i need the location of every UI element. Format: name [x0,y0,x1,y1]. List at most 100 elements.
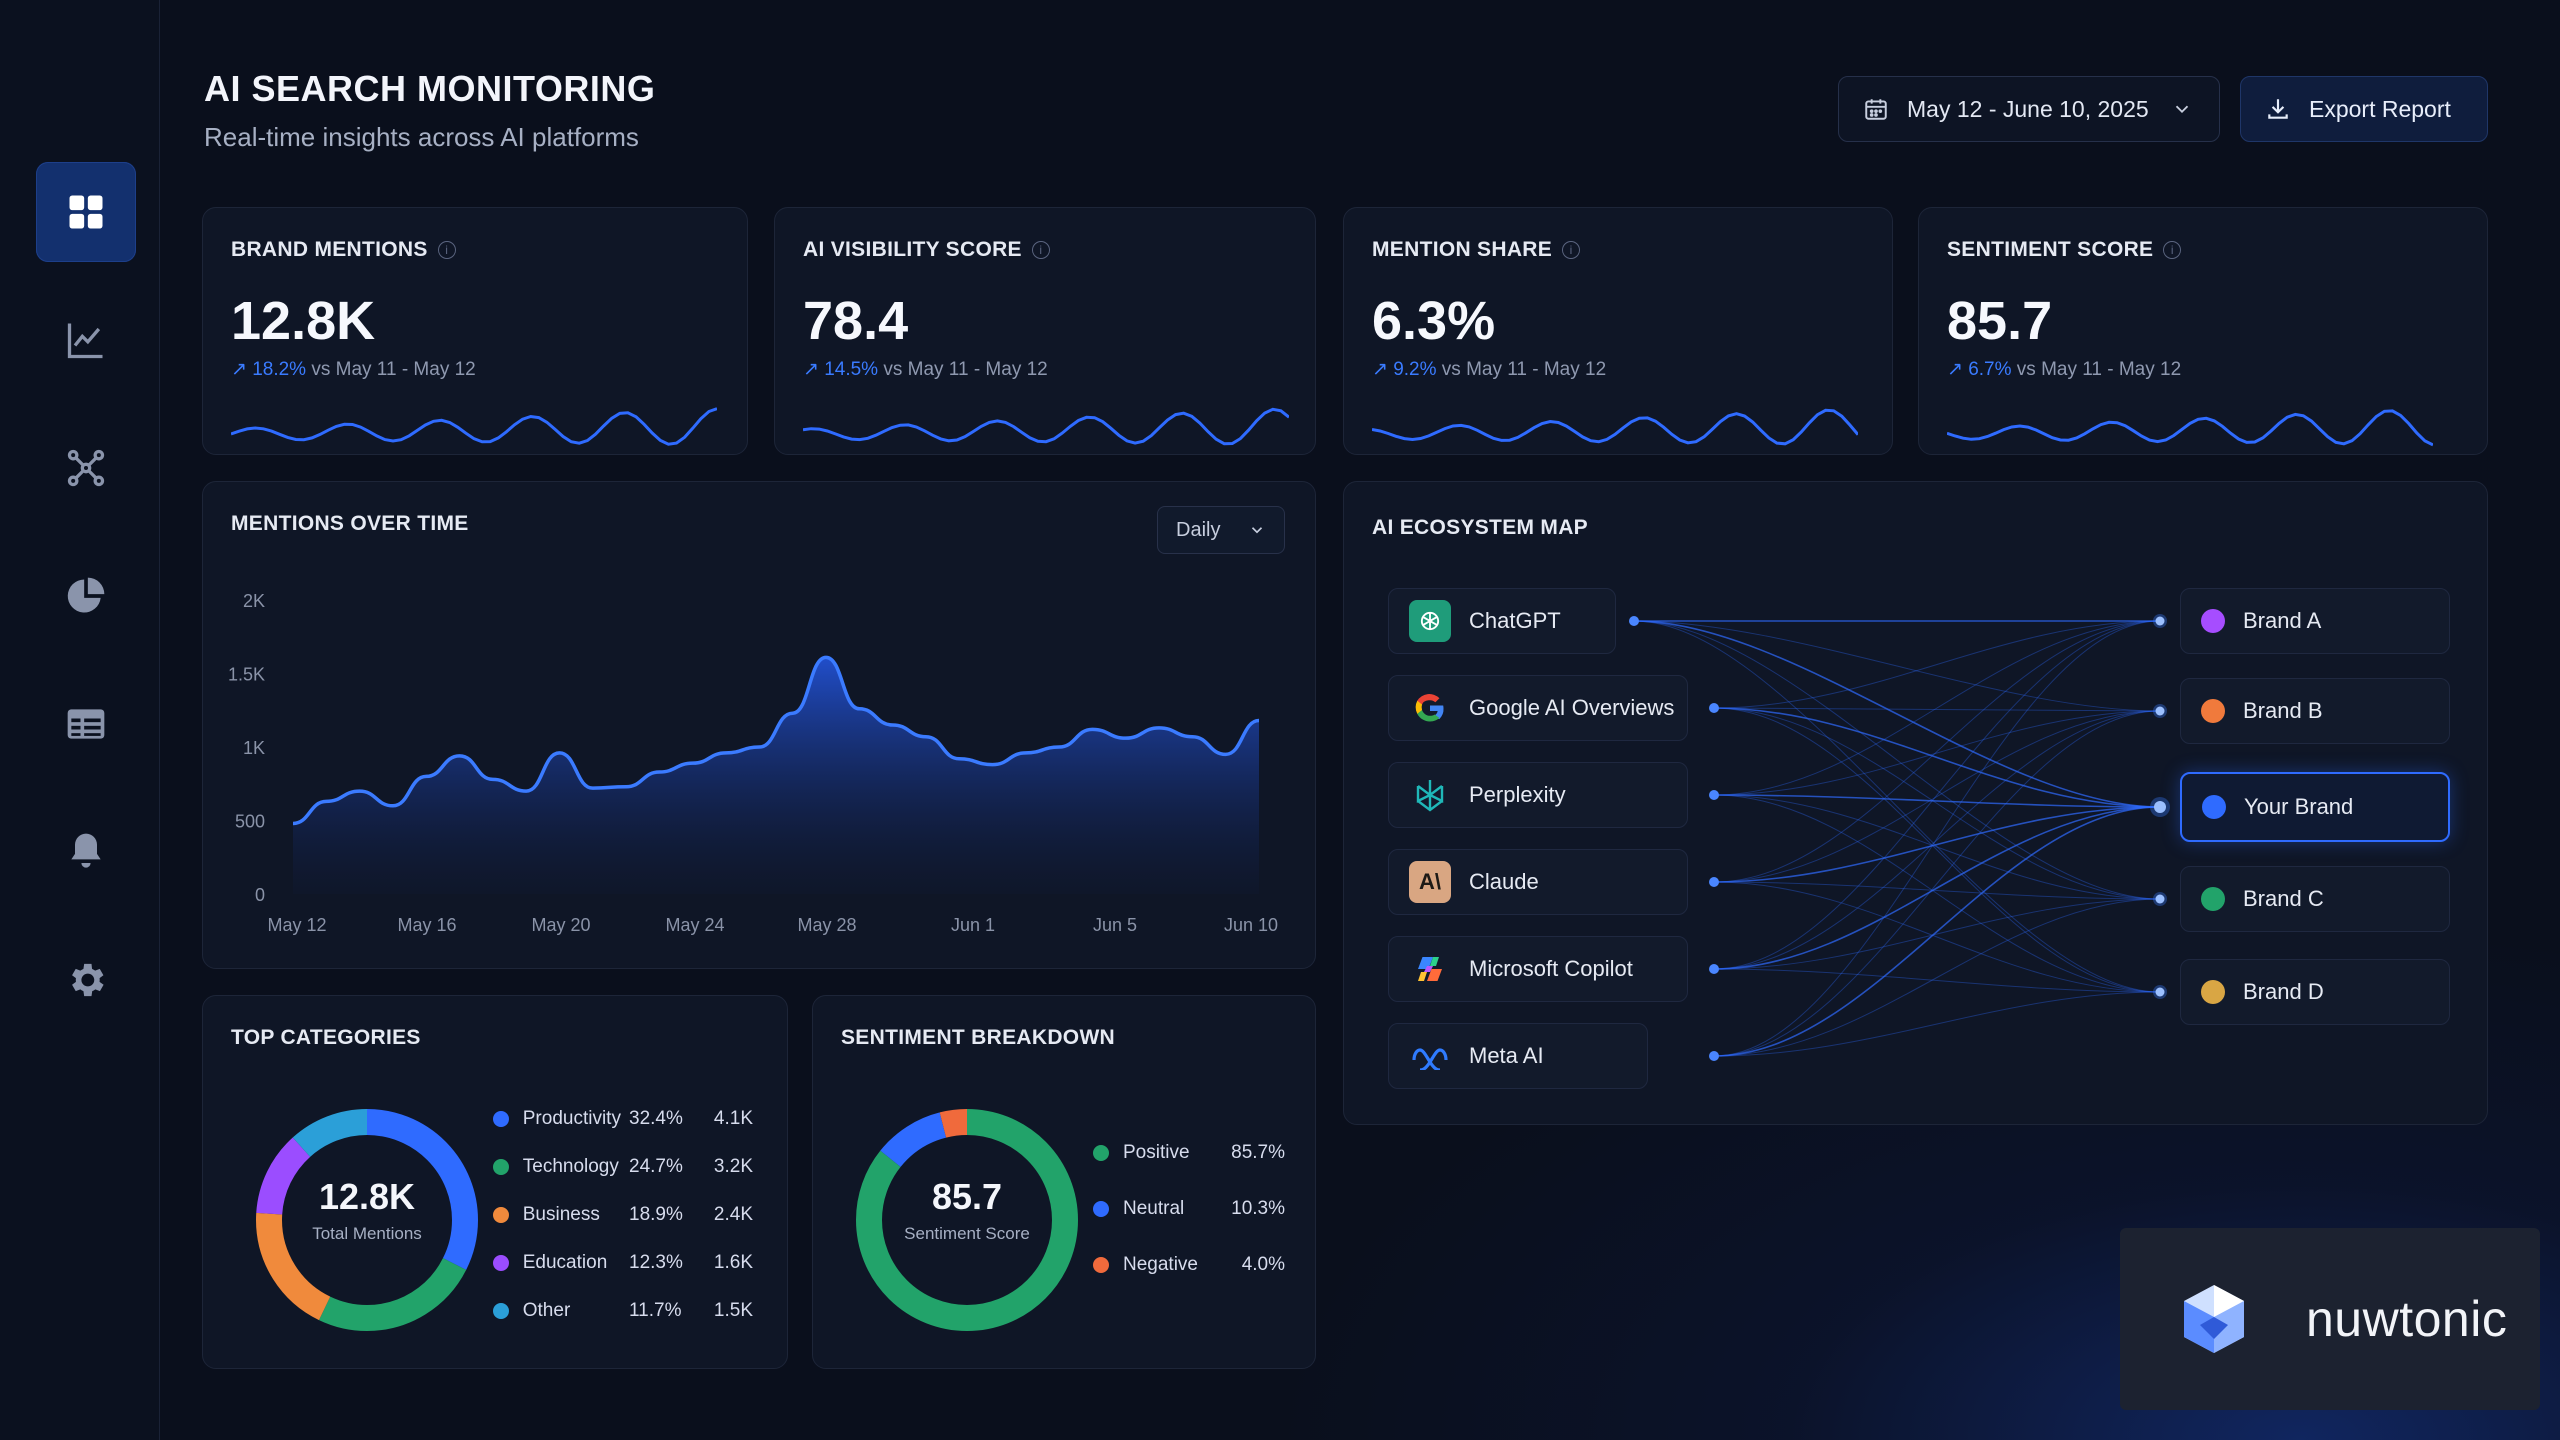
connection-dot [2155,987,2165,997]
date-range-picker[interactable]: May 12 - June 10, 2025 [1838,76,2220,142]
brand-label: Your Brand [2244,794,2354,819]
donut-center-value: 12.8K [318,1176,416,1217]
donut-slice [256,1109,478,1331]
meta-icon [1409,1035,1451,1077]
connection-line [1713,898,2161,1057]
export-report-button[interactable]: Export Report [2240,76,2488,142]
interval-select[interactable]: Daily [1157,506,1285,554]
ai-ecosystem-map-card: AI ECOSYSTEM MAP ChatGPT Google AI Overv… [1343,481,2488,1125]
brand-node-brand-c[interactable]: Brand C [2180,866,2450,932]
connection-line [1713,794,2161,808]
bell-icon [71,833,101,868]
connection-line [1713,794,2161,900]
info-icon[interactable]: i [1031,241,1050,259]
legend-label: Education [522,1252,608,1273]
gear-icon [72,963,104,997]
legend-pct: 24.7% [629,1156,683,1177]
pie-chart-icon [67,577,105,613]
platform-node-microsoft-copilot[interactable]: Microsoft Copilot [1388,936,1688,1002]
legend-dot [493,1111,509,1127]
legend-dot [493,1255,509,1271]
connection-dot [1629,616,1639,626]
dashboard-icon [69,195,103,229]
connection-line [1713,707,2161,900]
brand-node-your-brand[interactable]: Your Brand [2180,772,2450,842]
legend-pct: 18.9% [629,1204,683,1225]
sidebar-item-analytics[interactable] [36,290,136,390]
legend-count: 1.6K [713,1252,753,1273]
platform-node-claude[interactable]: A\ Claude [1388,849,1688,915]
sidebar-item-settings[interactable] [36,930,136,1030]
kpi-label: AI VISIBILITY SCORE [803,238,1022,261]
legend-pct: 12.3% [629,1252,683,1273]
network-icon [67,449,105,487]
platform-node-chatgpt[interactable]: ChatGPT [1388,588,1616,654]
table-icon [67,709,105,739]
legend-count: 3.2K [713,1156,753,1177]
sidebar-item-dashboard[interactable] [36,162,136,262]
brand-label: Brand D [2243,979,2324,1004]
kpi-compare: vs May 11 - May 12 [2016,359,2182,380]
connection-line [1713,707,2161,712]
sidebar [0,0,160,1440]
gem-logo-icon [2184,1285,2244,1353]
connection-line [1713,620,2161,796]
connection-line [1713,710,2161,796]
legend-dot [493,1303,509,1319]
legend-count: 4.1K [713,1108,753,1129]
connection-dot [1709,790,1719,800]
x-tick-label: May 20 [531,915,590,935]
date-range-label: May 12 - June 10, 2025 [1907,95,2149,122]
legend-label: Business [522,1204,600,1225]
sparkline [1947,409,2433,447]
info-icon[interactable]: i [437,241,456,259]
connection-line [1713,806,2161,883]
card-title: MENTIONS OVER TIME [231,512,469,535]
trend-up-icon: ↗ [1372,359,1388,380]
legend-pct: 85.7% [1231,1142,1285,1163]
info-icon[interactable]: i [2163,241,2182,259]
brand-node-brand-b[interactable]: Brand B [2180,678,2450,744]
platform-node-meta-ai[interactable]: Meta AI [1388,1023,1648,1089]
platform-node-google-ai-overviews[interactable]: Google AI Overviews [1388,675,1688,741]
connection-dot [2155,894,2165,904]
y-tick-label: 1.5K [228,665,265,685]
interval-label: Daily [1176,518,1221,541]
connection-line [1713,710,2161,970]
legend-item: Technology 24.7% 3.2K [493,1156,753,1178]
copilot-icon [1409,948,1451,990]
legend-label: Other [522,1300,571,1321]
info-icon[interactable]: i [1562,241,1581,259]
x-tick-label: Jun 5 [1093,915,1137,935]
legend-label: Neutral [1123,1198,1185,1219]
connection-dot [1709,877,1719,887]
mentions-line [292,655,1260,826]
legend-item: Business 18.9% 2.4K [493,1204,753,1226]
y-tick-label: 0 [255,885,265,905]
connection-line [1713,991,2161,1057]
sidebar-item-network[interactable] [36,418,136,518]
kpi-card-sentiment-score: SENTIMENT SCORE i 85.7 ↗ 6.7% vs May 11 -… [1918,207,2488,455]
donut-center: 12.8K Total Mentions [247,1176,487,1244]
x-tick-label: Jun 1 [951,915,995,935]
sidebar-item-reports[interactable] [36,546,136,646]
sidebar-item-table[interactable] [36,674,136,774]
sidebar-item-alerts[interactable] [36,802,136,902]
brand-node-brand-a[interactable]: Brand A [2180,588,2450,654]
platform-label: Perplexity [1469,782,1566,807]
connection-line [1713,968,2161,993]
chatgpt-icon [1409,600,1451,642]
platform-label: Google AI Overviews [1469,695,1675,720]
trend-up-icon: ↗ [231,359,247,380]
platform-node-perplexity[interactable]: Perplexity [1388,762,1688,828]
brand-node-brand-d[interactable]: Brand D [2180,959,2450,1025]
brand-color-dot [2201,887,2225,911]
kpi-card-mention-share: MENTION SHARE i 6.3% ↗ 9.2% vs May 11 - M… [1343,207,1893,455]
legend-pct: 4.0% [1241,1254,1285,1275]
legend-label: Productivity [522,1108,621,1129]
connection-line [1713,794,2161,993]
y-tick-label: 500 [235,812,265,832]
kpi-label: SENTIMENT SCORE [1947,238,2154,261]
x-tick-label: Jun 10 [1224,915,1278,935]
brand-label: Brand B [2243,698,2323,723]
